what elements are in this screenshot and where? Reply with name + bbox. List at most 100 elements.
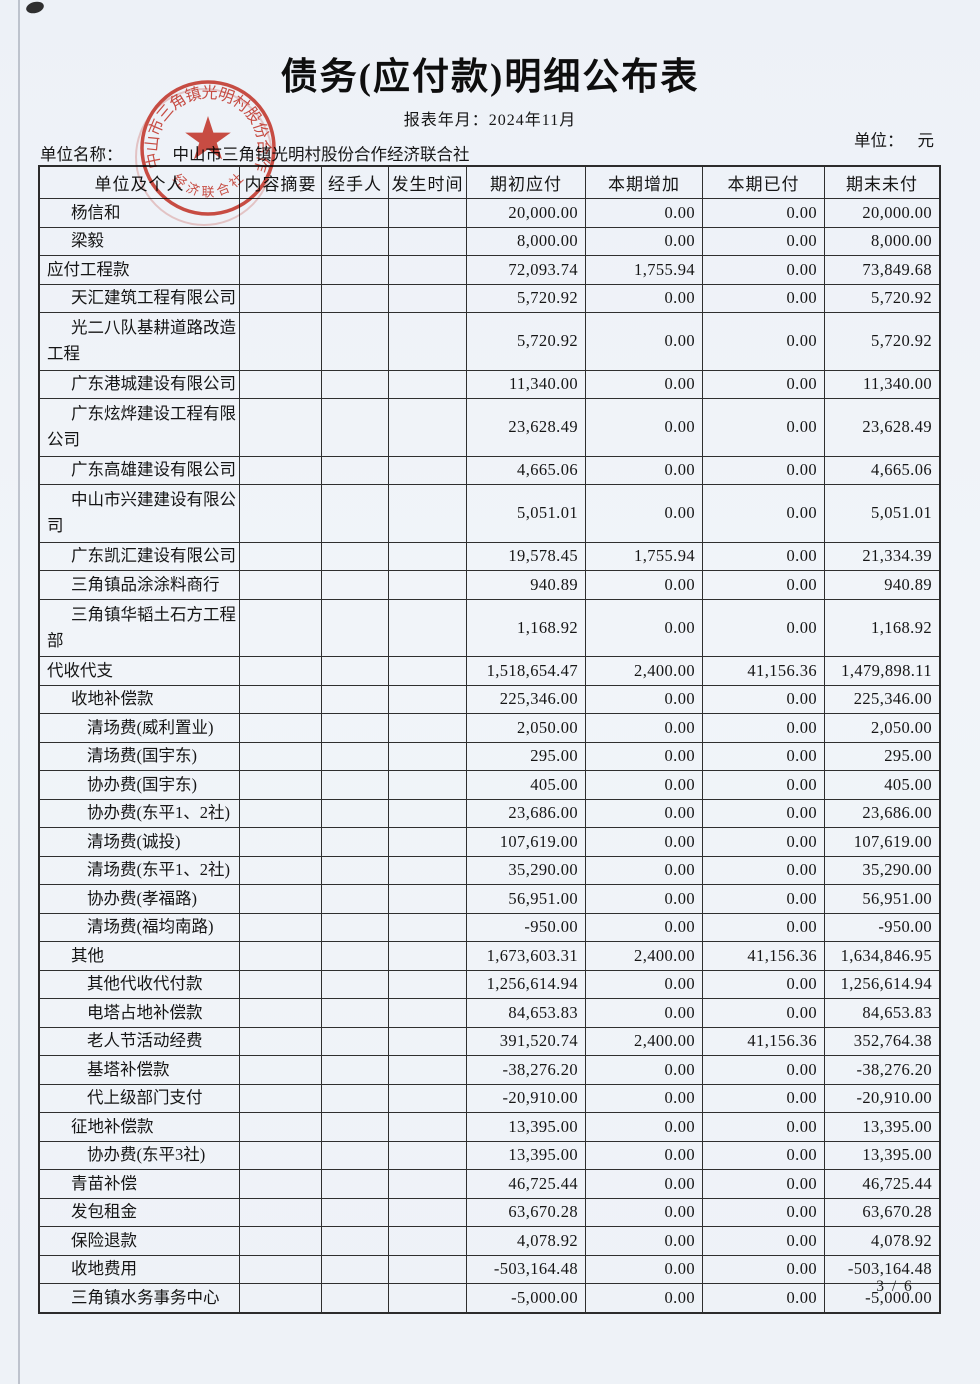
period-paid-cell: 0.00 (703, 571, 825, 599)
column-header-period-paid: 本期已付 (703, 167, 825, 198)
date-cell (389, 1198, 467, 1226)
row-label-cell: 协办费(东平3社) (40, 1141, 240, 1169)
opening-payable-cell: 5,720.92 (467, 313, 586, 370)
opening-payable-cell: 940.89 (467, 571, 586, 599)
row-label-cell: 三角镇华韬土石方工程部 (40, 599, 240, 656)
row-label-cell: 代收代支 (40, 657, 240, 685)
date-cell (389, 714, 467, 742)
row-label: 协办费(孝福路) (87, 888, 197, 908)
handler-cell (322, 485, 389, 542)
period-increase-cell: 0.00 (586, 599, 703, 656)
summary-cell (240, 571, 322, 599)
closing-unpaid-cell: 405.00 (884, 774, 932, 794)
handler-cell (322, 1227, 389, 1255)
handler-cell (322, 771, 389, 799)
row-label: 发包租金 (71, 1202, 137, 1222)
period-paid-cell: 0.00 (703, 828, 825, 856)
row-label: 清场费(东平1、2社) (87, 860, 230, 880)
opening-payable-cell: -5,000.00 (467, 1284, 586, 1312)
table-row: 清场费(威利置业) 2,050.00 0.00 0.00 2,050.00 (40, 714, 939, 743)
closing-unpaid-cell: 46,725.44 (862, 1173, 932, 1193)
opening-payable-cell: 11,340.00 (467, 370, 586, 398)
date-cell (389, 1170, 467, 1198)
closing-unpaid-cell: 23,686.00 (862, 803, 932, 823)
table-row: 协办费(东平3社) 13,395.00 0.00 0.00 13,395.00 (40, 1141, 939, 1170)
row-label: 协办费(东平1、2社) (87, 803, 230, 823)
table-row: 协办费(国宇东) 405.00 0.00 0.00 405.00 (40, 771, 939, 800)
period-increase-cell: 0.00 (586, 913, 703, 941)
row-label-cell: 中山市兴建建设有限公司 (40, 485, 240, 542)
column-header-period-increase: 本期增加 (586, 167, 703, 198)
opening-payable-cell: 56,951.00 (467, 885, 586, 913)
row-label: 基塔补偿款 (87, 1059, 170, 1079)
closing-unpaid-cell: -950.00 (878, 917, 932, 937)
opening-payable-cell: 13,395.00 (467, 1141, 586, 1169)
row-label: 代收代支 (47, 660, 113, 680)
summary-cell (240, 1255, 322, 1283)
table-row: 三角镇品涂涂料商行 940.89 0.00 0.00 940.89 (40, 571, 939, 600)
closing-unpaid-cell: 23,628.49 (862, 417, 932, 437)
handler-cell (322, 571, 389, 599)
opening-payable-cell: 405.00 (467, 771, 586, 799)
closing-unpaid-cell: 56,951.00 (862, 888, 932, 908)
row-label-cell: 清场费(东平1、2社) (40, 856, 240, 884)
row-label: 收地补偿款 (71, 689, 154, 709)
closing-unpaid-cell: 4,078.92 (871, 1230, 932, 1250)
row-label: 清场费(威利置业) (87, 717, 214, 737)
table-row: 光二八队基耕道路改造工程 5,720.92 0.00 0.00 5,720.92 (40, 313, 939, 371)
period-paid-cell: 0.00 (703, 771, 825, 799)
handler-cell (322, 1027, 389, 1055)
handler-cell (322, 942, 389, 970)
row-label: 清场费(国宇东) (87, 746, 197, 766)
closing-unpaid-cell: 1,479,898.11 (841, 660, 932, 680)
closing-unpaid-cell: 73,849.68 (862, 259, 932, 279)
handler-cell (322, 199, 389, 227)
date-cell (389, 1227, 467, 1255)
row-label-cell: 青苗补偿 (40, 1170, 240, 1198)
closing-unpaid-cell: 5,720.92 (871, 288, 932, 308)
date-cell (389, 828, 467, 856)
opening-payable-cell: 107,619.00 (467, 828, 586, 856)
date-cell (389, 1141, 467, 1169)
date-cell (389, 771, 467, 799)
row-label: 天汇建筑工程有限公司 (71, 288, 236, 308)
summary-cell (240, 742, 322, 770)
scan-corner-artifact (24, 0, 46, 16)
row-label-cell: 电塔占地补偿款 (40, 999, 240, 1027)
row-label-cell: 老人节活动经费 (40, 1027, 240, 1055)
table-row: 其他 1,673,603.31 2,400.00 41,156.36 1,634,846… (40, 942, 939, 971)
period-paid-cell: 0.00 (703, 1255, 825, 1283)
row-label: 梁毅 (71, 231, 104, 251)
summary-cell (240, 313, 322, 370)
summary-cell (240, 1198, 322, 1226)
row-label-cell: 其他代收代付款 (40, 970, 240, 998)
row-label: 广东凯汇建设有限公司 (71, 546, 236, 566)
handler-cell (322, 714, 389, 742)
row-label: 清场费(福均南路) (87, 917, 214, 937)
official-seal-stamp: 中山市三角镇光明村股份合作 经济联合社 (135, 80, 276, 226)
table-row: 电塔占地补偿款 84,653.83 0.00 0.00 84,653.83 (40, 999, 939, 1028)
opening-payable-cell: 391,520.74 (467, 1027, 586, 1055)
closing-unpaid-cell: 84,653.83 (862, 1002, 932, 1022)
summary-cell (240, 256, 322, 284)
period-increase-cell: 0.00 (586, 771, 703, 799)
period-paid-cell: 41,156.36 (703, 657, 825, 685)
date-cell (389, 999, 467, 1027)
summary-cell (240, 970, 322, 998)
handler-cell (322, 370, 389, 398)
period-increase-cell: 1,755.94 (586, 256, 703, 284)
row-label: 保险退款 (71, 1230, 137, 1250)
handler-cell (322, 885, 389, 913)
period-paid-cell: 0.00 (703, 1170, 825, 1198)
handler-cell (322, 1113, 389, 1141)
handler-cell (322, 742, 389, 770)
opening-payable-cell: 19,578.45 (467, 542, 586, 570)
row-label: 杨信和 (71, 202, 121, 222)
row-label-cell: 代上级部门支付 (40, 1084, 240, 1112)
closing-unpaid-cell: -503,164.48 (847, 1259, 932, 1279)
period-paid-cell: 0.00 (703, 885, 825, 913)
row-label-cell: 广东港城建设有限公司 (40, 370, 240, 398)
row-label-cell: 发包租金 (40, 1198, 240, 1226)
summary-cell (240, 1084, 322, 1112)
